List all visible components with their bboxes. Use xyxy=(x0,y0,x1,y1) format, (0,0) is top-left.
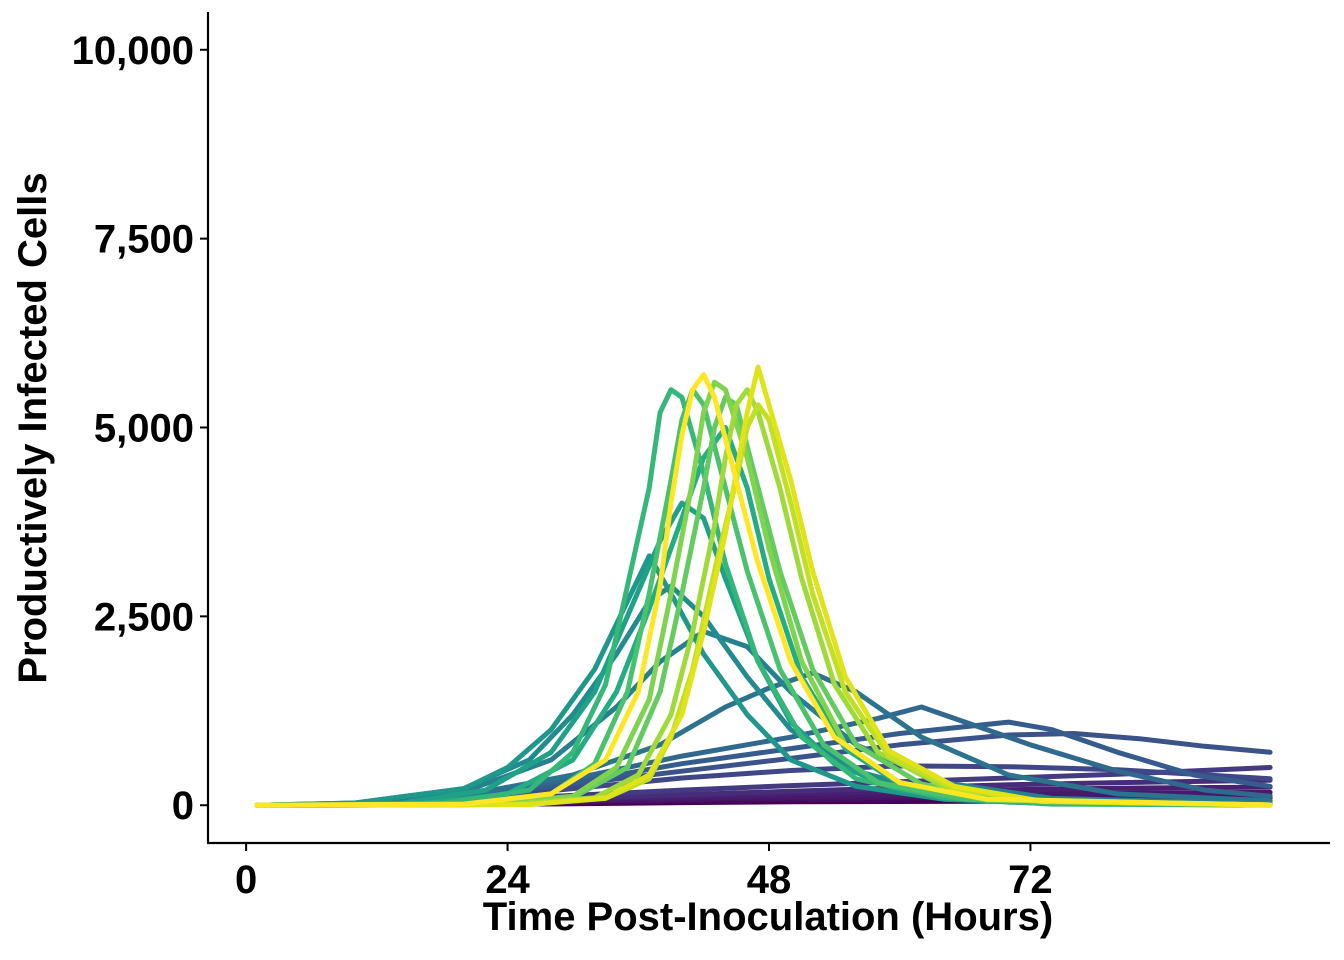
y-tick-label: 7,500 xyxy=(94,218,194,262)
y-axis-title: Productively Infected Cells xyxy=(11,172,55,683)
series-line-23 xyxy=(254,402,1273,808)
y-tick-label: 2,500 xyxy=(94,595,194,639)
x-tick-label: 72 xyxy=(1008,858,1053,902)
x-tick-label: 24 xyxy=(485,858,530,902)
y-tick-label: 5,000 xyxy=(94,407,194,451)
x-tick-label: 0 xyxy=(235,858,257,902)
x-tick-label: 48 xyxy=(747,858,792,902)
series-line-25 xyxy=(254,372,1273,808)
series-line-13 xyxy=(254,629,1273,808)
y-tick-label: 10,000 xyxy=(72,29,194,73)
series-layer xyxy=(254,364,1273,808)
x-axis-ticks: 0 24 48 72 xyxy=(235,843,1053,902)
y-tick-label: 0 xyxy=(172,784,194,828)
x-axis-title: Time Post-Inoculation (Hours) xyxy=(483,895,1053,939)
series-line-18 xyxy=(254,387,1273,808)
y-axis-ticks: 0 2,500 5,000 7,500 10,000 xyxy=(72,29,208,828)
series-line-24 xyxy=(254,364,1273,808)
